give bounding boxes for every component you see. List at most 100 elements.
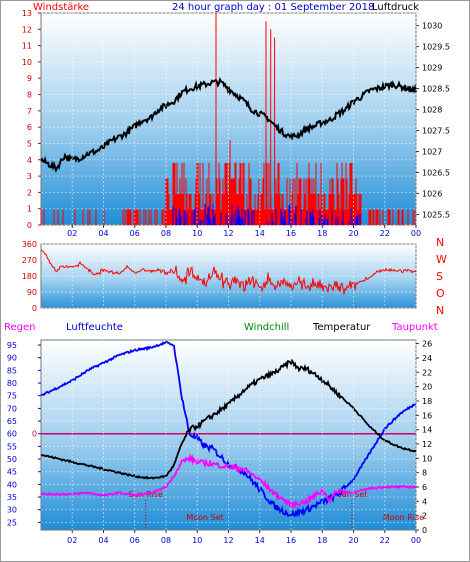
direction-tick-label: 90 xyxy=(27,288,37,297)
humidity-temperature-legend: Regen Luftfeuchte Windchill Temperatur Taupu… xyxy=(4,322,438,333)
humidity-tick-label: 35 xyxy=(7,493,17,502)
humidity-tick-label: 65 xyxy=(7,417,17,426)
wind-tick-label: 11 xyxy=(22,42,32,51)
temperature-tick-label: 20 xyxy=(422,383,432,392)
humidity-tick-label: 45 xyxy=(7,468,17,477)
event-label: Sun Set xyxy=(336,490,367,499)
wind-tick-label: 3 xyxy=(27,172,32,181)
humidity-tick-label: 30 xyxy=(7,506,17,515)
x-tick-label: 08 xyxy=(161,536,171,545)
humidity-tick-label: 75 xyxy=(7,392,17,401)
header-right-title: Luftdruck xyxy=(372,2,419,13)
wind-direction-series xyxy=(40,249,417,295)
x-tick-label: 00 xyxy=(411,229,421,238)
event-label: Moon Set xyxy=(186,513,223,522)
pressure-tick-label: 1027 xyxy=(422,148,442,157)
x-tick-label: 00 xyxy=(411,536,421,545)
humidity-temperature-plot-area xyxy=(40,339,417,531)
wind-tick-label: 1 xyxy=(27,205,32,214)
direction-tick-label: 0 xyxy=(32,304,37,313)
legend-label: Taupunkt xyxy=(391,322,438,333)
wind-tick-label: 10 xyxy=(22,58,32,67)
wind-tick-label: 2 xyxy=(27,188,32,197)
x-tick-label: 14 xyxy=(255,229,265,238)
pressure-tick-label: 1026 xyxy=(422,190,442,199)
direction-tick-label: 180 xyxy=(22,272,37,281)
x-tick-label: 12 xyxy=(223,536,233,545)
x-tick-label: 22 xyxy=(380,536,390,545)
temperature-tick-label: 26 xyxy=(422,340,432,349)
x-tick-label: 02 xyxy=(67,536,77,545)
header-center-title: 24 hour graph day : 01 September 2018 xyxy=(172,2,374,13)
compass-label: W xyxy=(436,253,447,266)
x-tick-label: 12 xyxy=(223,229,233,238)
temperature-tick-label: 2 xyxy=(422,512,427,521)
temperature-tick-label: 14 xyxy=(422,426,432,435)
header-left-title: Windstärke xyxy=(33,2,89,13)
sun-moon-events: Sun Rise Moon Set Sun Set Moon Rise xyxy=(128,490,424,530)
humidity-tick-label: 40 xyxy=(7,480,17,489)
x-tick-label: 04 xyxy=(98,229,108,238)
x-tick-label: 06 xyxy=(130,536,140,545)
humidity-tick-label: 50 xyxy=(7,455,17,464)
x-tick-label: 10 xyxy=(192,536,202,545)
direction-tick-label: 270 xyxy=(22,256,37,265)
compass-label: O xyxy=(436,287,445,300)
x-tick-label: 10 xyxy=(192,229,202,238)
x-tick-label: 02 xyxy=(67,229,77,238)
wind-direction-grid xyxy=(41,243,417,309)
humidity-temperature-x-axis: 02 04 06 08 10 12 14 16 18 20 22 00 xyxy=(67,340,421,545)
humidity-tick-label: 70 xyxy=(7,404,17,413)
x-tick-label: 14 xyxy=(255,536,265,545)
temperature-tick-label: 16 xyxy=(422,411,432,420)
legend-label: Luftfeuchte xyxy=(66,322,123,333)
temperature-tick-label: 10 xyxy=(422,454,432,463)
wind-tick-label: 6 xyxy=(27,123,32,132)
legend-label: Windchill xyxy=(244,322,289,333)
humidity-tick-label: 90 xyxy=(7,354,17,363)
wind-tick-label: 0 xyxy=(27,221,32,230)
rain-zero-label: 0 xyxy=(32,430,37,439)
legend-label: Temperatur xyxy=(312,322,371,333)
x-tick-label: 20 xyxy=(348,536,358,545)
wind-tick-label: 13 xyxy=(22,9,32,18)
humidity-tick-label: 85 xyxy=(7,366,17,375)
x-tick-label: 04 xyxy=(98,536,108,545)
x-tick-label: 06 xyxy=(130,229,140,238)
wind-tick-label: 12 xyxy=(22,25,32,34)
wind-bars xyxy=(40,13,416,225)
humidity-tick-label: 80 xyxy=(7,379,17,388)
pressure-tick-label: 1025.5 xyxy=(422,211,450,220)
compass-label: N xyxy=(436,236,444,249)
temperature-tick-label: 6 xyxy=(422,483,427,492)
x-tick-label: 18 xyxy=(317,536,327,545)
pressure-tick-label: 1030 xyxy=(422,22,442,31)
temperature-tick-label: 22 xyxy=(422,368,432,377)
humidity-y-axis: 95 90 85 80 75 70 65 60 55 50 45 40 35 30 25 xyxy=(7,341,41,527)
temperature-tick-label: 8 xyxy=(422,469,427,478)
pressure-tick-label: 1027.5 xyxy=(422,127,450,136)
x-tick-label: 08 xyxy=(161,229,171,238)
humidity-tick-label: 55 xyxy=(7,442,17,451)
humidity-tick-label: 25 xyxy=(7,518,17,527)
humidity-tick-label: 60 xyxy=(7,430,17,439)
x-tick-label: 16 xyxy=(286,536,296,545)
x-tick-label: 16 xyxy=(286,229,296,238)
wind-pressure-x-axis: 02 04 06 08 10 12 14 16 18 20 22 00 xyxy=(67,13,421,238)
event-label: Sun Rise xyxy=(128,490,163,499)
temperature-tick-label: 0 xyxy=(422,526,427,535)
compass-label: N xyxy=(436,304,444,317)
wind-tick-label: 5 xyxy=(27,139,32,148)
pressure-tick-label: 1026.5 xyxy=(422,169,450,178)
x-tick-label: 20 xyxy=(348,229,358,238)
temperature-tick-label: 18 xyxy=(422,397,432,406)
temperature-tick-label: 4 xyxy=(422,497,427,506)
wind-tick-label: 8 xyxy=(27,91,32,100)
wind-tick-label: 9 xyxy=(27,74,32,83)
temperature-tick-label: 12 xyxy=(422,440,432,449)
